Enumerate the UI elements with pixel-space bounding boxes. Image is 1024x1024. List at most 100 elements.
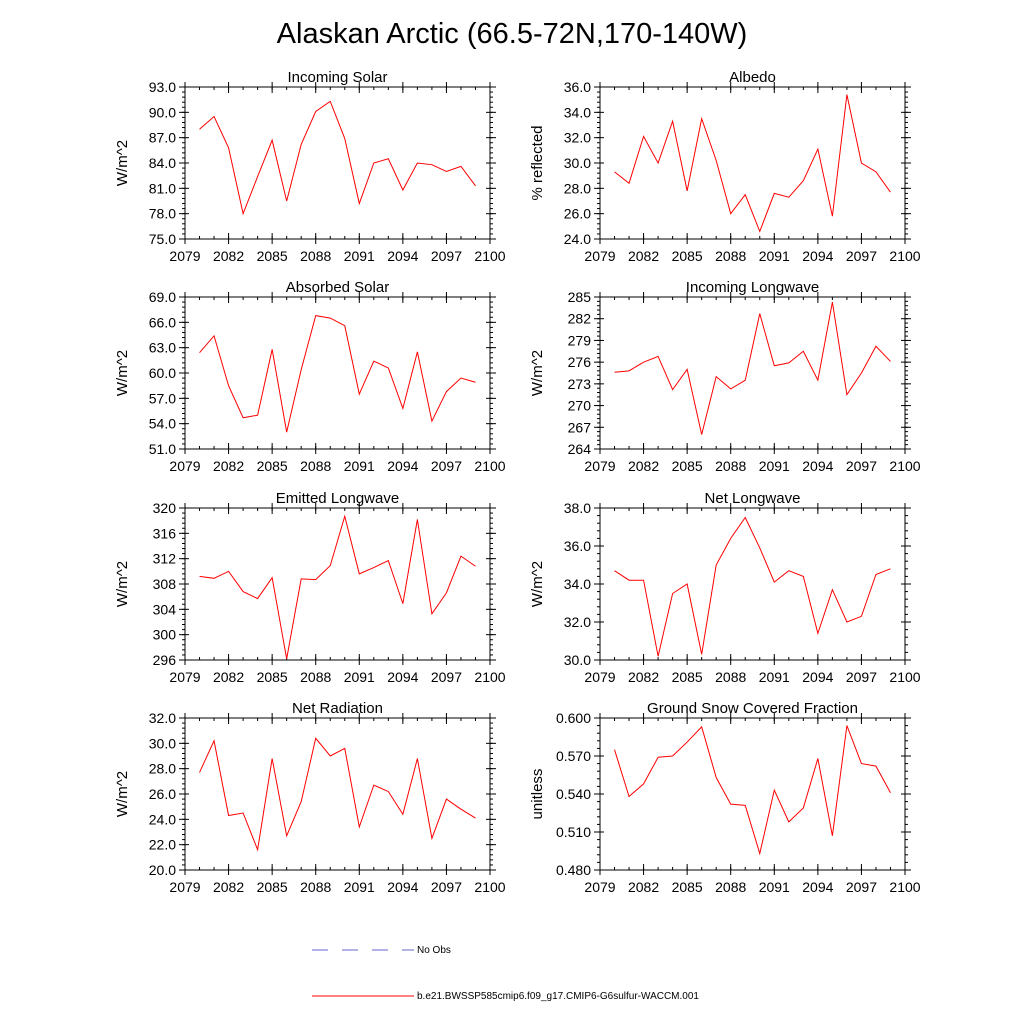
panel-title: Albedo (729, 69, 776, 86)
plot-frame (184, 86, 491, 240)
y-tick-label: 22.0 (149, 837, 176, 853)
x-tick-label: 2088 (300, 669, 331, 685)
panel-title: Emitted Longwave (276, 490, 399, 507)
y-tick-label: 0.540 (556, 786, 591, 802)
y-tick-label: 28.0 (564, 180, 591, 196)
x-tick-label: 2088 (715, 669, 746, 685)
panel-1: Incoming Solar W/m^2 2079 2082 2085 2088 2091 2… (114, 69, 506, 264)
y-tick-label: 28.0 (149, 761, 176, 777)
x-tick-label: 2079 (584, 879, 615, 895)
y-tick-label: 60.0 (149, 365, 176, 381)
y-tick-label: 51.0 (149, 441, 176, 457)
panel-2: Albedo % reflected 2079 2082 2085 2088 2091 209… (529, 69, 921, 264)
x-tick-label: 2085 (672, 458, 703, 474)
x-tick-label: 2079 (169, 879, 200, 895)
x-tick-label: 2082 (213, 458, 244, 474)
y-tick-label: 34.0 (564, 104, 591, 120)
series-line (199, 737, 476, 852)
x-tick-label: 2085 (257, 879, 288, 895)
x-tick-label: 2097 (431, 458, 462, 474)
x-tick-label: 2079 (169, 248, 200, 264)
y-tick-label: 63.0 (149, 340, 176, 356)
x-tick-label: 2094 (387, 458, 418, 474)
x-tick-label: 2085 (672, 669, 703, 685)
x-tick-label: 2094 (387, 879, 418, 895)
y-tick-label: 312 (153, 551, 177, 567)
y-tick-label: 26.0 (564, 206, 591, 222)
x-tick-label: 2091 (344, 879, 375, 895)
legend-label-model-run: b.e21.BWSSP585cmip6.f09_g17.CMIP6-G6sulf… (417, 991, 699, 1002)
x-tick-label: 2091 (344, 669, 375, 685)
x-tick-label: 2097 (846, 248, 877, 264)
x-tick-label: 2094 (802, 669, 833, 685)
x-tick-label: 2100 (474, 248, 505, 264)
y-tick-label: 20.0 (149, 862, 176, 878)
y-tick-label: 264 (568, 441, 592, 457)
series-line (199, 514, 476, 659)
plot-frame (599, 296, 906, 450)
y-tick-label: 26.0 (149, 786, 176, 802)
y-tick-label: 84.0 (149, 155, 176, 171)
x-tick-label: 2091 (759, 879, 790, 895)
y-axis-label: W/m^2 (529, 561, 546, 607)
x-tick-label: 2085 (257, 669, 288, 685)
panel-7: Net Radiation W/m^2 2079 2082 2085 2088 2091 20… (114, 700, 506, 895)
x-tick-label: 2085 (257, 458, 288, 474)
y-tick-label: 87.0 (149, 130, 176, 146)
x-tick-label: 2082 (213, 669, 244, 685)
plot-frame (184, 296, 491, 450)
panel-title: Incoming Longwave (686, 279, 819, 296)
series-line (199, 315, 476, 433)
legend: No Obs b.e21.BWSSP585cmip6.f09_g17.CMIP6… (312, 945, 699, 1002)
x-tick-label: 2094 (802, 879, 833, 895)
panel-3: Absorbed Solar W/m^2 2079 2082 2085 2088 2091 2… (114, 279, 506, 474)
panel-5: Emitted Longwave W/m^2 2079 2082 2085 2088 209… (114, 490, 506, 685)
y-tick-label: 0.600 (556, 710, 591, 726)
y-axis-label: W/m^2 (114, 140, 131, 186)
y-tick-label: 81.0 (149, 180, 176, 196)
y-tick-label: 90.0 (149, 104, 176, 120)
x-tick-label: 2091 (344, 248, 375, 264)
panel-6: Net Longwave W/m^2 2079 2082 2085 2088 2091 209… (529, 490, 921, 685)
x-tick-label: 2097 (431, 669, 462, 685)
y-tick-label: 304 (153, 601, 177, 617)
y-axis-label: W/m^2 (114, 771, 131, 817)
x-tick-label: 2079 (584, 669, 615, 685)
x-tick-label: 2091 (759, 669, 790, 685)
legend-label-no-obs: No Obs (417, 945, 451, 956)
panel-title: Net Longwave (705, 490, 801, 507)
y-tick-label: 267 (568, 419, 592, 435)
y-tick-label: 282 (568, 311, 592, 327)
y-tick-label: 75.0 (149, 231, 176, 247)
x-tick-label: 2079 (584, 248, 615, 264)
x-tick-label: 2082 (213, 879, 244, 895)
x-tick-label: 2094 (387, 669, 418, 685)
panel-title: Net Radiation (292, 700, 383, 717)
x-tick-label: 2082 (628, 248, 659, 264)
x-tick-label: 2079 (169, 458, 200, 474)
y-tick-label: 36.0 (564, 79, 591, 95)
x-tick-label: 2094 (387, 248, 418, 264)
x-tick-label: 2097 (846, 669, 877, 685)
x-tick-label: 2091 (759, 248, 790, 264)
x-tick-label: 2100 (889, 248, 920, 264)
y-tick-label: 24.0 (564, 231, 591, 247)
x-tick-label: 2088 (300, 458, 331, 474)
series-line (199, 100, 476, 216)
series-line (614, 94, 891, 233)
y-tick-label: 270 (568, 398, 592, 414)
x-tick-label: 2082 (628, 879, 659, 895)
x-tick-label: 2085 (257, 248, 288, 264)
y-axis-label: W/m^2 (529, 350, 546, 396)
series-line (614, 301, 891, 435)
y-tick-label: 300 (153, 627, 177, 643)
y-tick-label: 0.480 (556, 862, 591, 878)
y-tick-label: 30.0 (564, 652, 591, 668)
x-tick-label: 2088 (715, 879, 746, 895)
series-line (614, 516, 891, 657)
plot-frame (599, 86, 906, 240)
plot-frame (599, 507, 906, 661)
x-tick-label: 2097 (431, 879, 462, 895)
y-tick-label: 24.0 (149, 811, 176, 827)
y-tick-label: 93.0 (149, 79, 176, 95)
